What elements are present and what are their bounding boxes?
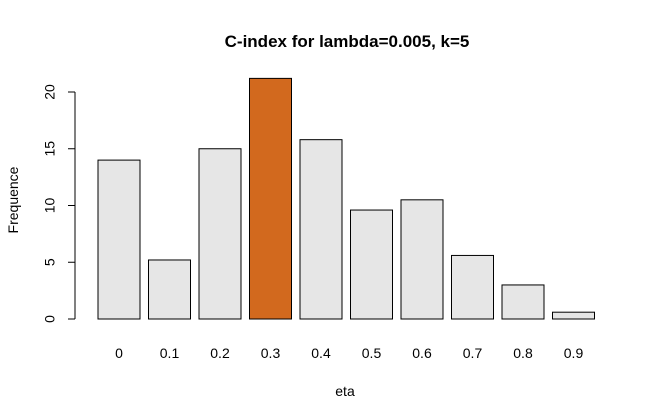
bar-0.4: [299, 139, 343, 320]
x-tick-label: 0.8: [513, 345, 533, 361]
x-tick-label: 0.7: [463, 345, 483, 361]
bar-0.7: [451, 254, 494, 320]
bar-0.8: [501, 284, 545, 320]
x-tick-label: 0.4: [311, 345, 331, 361]
bar-0.9: [552, 311, 595, 320]
x-tick-label: 0.3: [261, 345, 281, 361]
bar-0.2: [198, 148, 242, 320]
x-tick-label: 0.1: [160, 345, 180, 361]
y-tick-label: 0: [42, 315, 58, 323]
y-tick-label: 5: [42, 258, 58, 266]
x-tick-label: 0.9: [564, 345, 584, 361]
bar-0: [97, 159, 141, 320]
y-tick-label: 10: [42, 198, 58, 214]
bar-0.6: [400, 199, 444, 320]
y-axis: 0 5 10 15 20: [42, 84, 76, 323]
x-axis-label: eta: [335, 383, 355, 399]
x-tick-label: 0.6: [412, 345, 432, 361]
bar-0.1: [148, 259, 191, 320]
x-tick-label: 0: [115, 345, 123, 361]
y-axis-label: Frequence: [5, 166, 21, 233]
bars: [97, 77, 595, 320]
bar-0.5: [350, 209, 393, 320]
y-tick-label: 20: [42, 84, 58, 100]
x-tick-labels: 0 0.1 0.2 0.3 0.4 0.5 0.6 0.7 0.8 0.9: [115, 345, 583, 361]
y-tick-label: 15: [42, 141, 58, 157]
chart-title: C-index for lambda=0.005, k=5: [225, 32, 470, 51]
x-tick-label: 0.5: [362, 345, 382, 361]
x-tick-label: 0.2: [210, 345, 230, 361]
bar-0.3: [249, 77, 292, 320]
